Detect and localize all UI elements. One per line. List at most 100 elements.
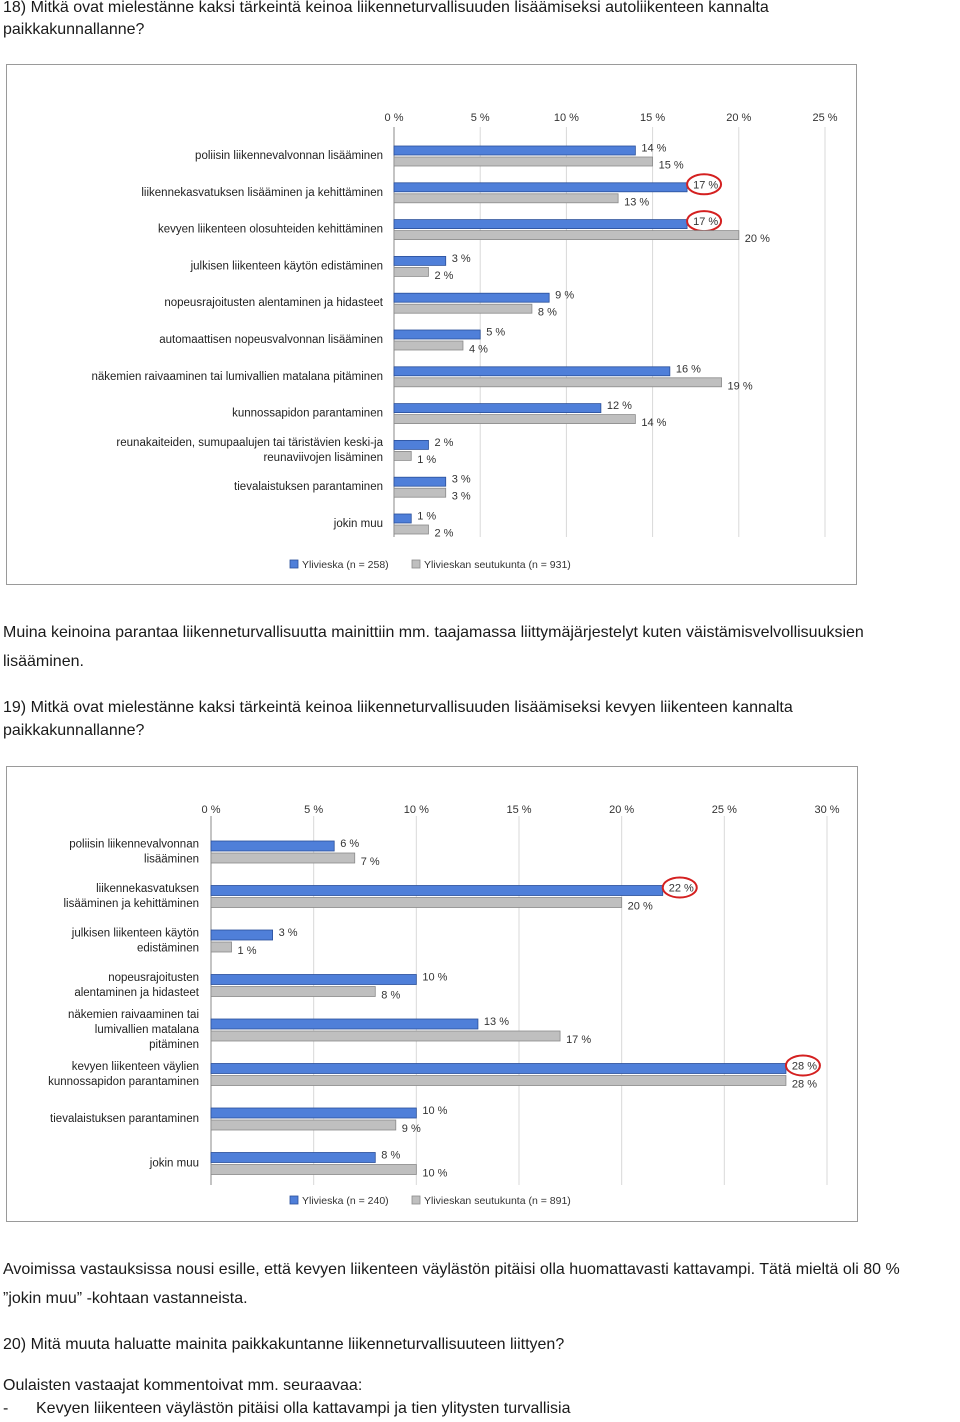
bar xyxy=(393,513,412,524)
bar xyxy=(393,255,447,266)
category-label: näkemien raivaaminen tai xyxy=(68,1009,199,1021)
category-label: kunnossapidon parantaminen xyxy=(48,1076,199,1088)
data-label: 8 % xyxy=(538,307,557,319)
data-label: 3 % xyxy=(279,927,298,939)
category-label: jokin muu xyxy=(333,518,383,530)
data-label: 13 % xyxy=(484,1016,509,1028)
bar xyxy=(393,439,429,450)
category-label: liikennekasvatuksen lisääminen ja kehitt… xyxy=(141,187,383,199)
data-label: 20 % xyxy=(745,233,770,245)
data-label: 19 % xyxy=(728,380,753,392)
q19-note-line2: ”jokin muu” -kohtaan vastanneista. xyxy=(3,1290,248,1307)
tick-label: 15 % xyxy=(640,112,665,124)
bar xyxy=(210,1063,787,1074)
legend-label: Ylivieska (n = 240) xyxy=(302,1195,389,1207)
bar xyxy=(210,1075,787,1086)
data-label: 22 % xyxy=(669,883,694,895)
category-label: edistäminen xyxy=(137,943,199,955)
category-label: jokin muu xyxy=(149,1158,199,1170)
data-label: 7 % xyxy=(361,856,380,868)
bar xyxy=(393,476,447,487)
tick-label: 0 % xyxy=(202,804,221,816)
q18-title-line2: paikkakunnallanne? xyxy=(3,21,145,38)
bar xyxy=(210,1119,397,1131)
data-label: 15 % xyxy=(659,160,684,172)
data-label: 14 % xyxy=(641,417,666,429)
data-label: 16 % xyxy=(676,363,701,375)
bar xyxy=(393,145,636,156)
data-label: 2 % xyxy=(434,270,453,282)
tick-label: 10 % xyxy=(554,112,579,124)
category-label: julkisen liikenteen käytön edistäminen xyxy=(190,260,383,272)
legend-swatch xyxy=(289,559,299,569)
q18-title-line1: 18) Mitkä ovat mielestänne kaksi tärkein… xyxy=(3,0,769,16)
bar xyxy=(393,230,740,241)
data-label: 14 % xyxy=(641,143,666,155)
data-label: 1 % xyxy=(417,511,436,523)
q20-bullet-text: Kevyen liikenteen väylästön pitäisi olla… xyxy=(36,1400,571,1417)
legend-label: Ylivieska (n = 258) xyxy=(302,559,389,571)
category-label: pitäminen xyxy=(149,1039,199,1051)
category-label: kevyen liikenteen väylien xyxy=(72,1061,199,1073)
bar xyxy=(210,1152,376,1163)
data-label: 17 % xyxy=(566,1034,591,1046)
data-label: 28 % xyxy=(792,1061,817,1073)
tick-label: 0 % xyxy=(385,112,404,124)
tick-label: 25 % xyxy=(712,804,737,816)
data-label: 5 % xyxy=(486,327,505,339)
bar xyxy=(393,219,688,230)
bar xyxy=(393,156,654,167)
data-label: 8 % xyxy=(381,990,400,1002)
q20-title: 20) Mitä muuta haluatte mainita paikkaku… xyxy=(3,1336,565,1353)
data-label: 12 % xyxy=(607,400,632,412)
bar xyxy=(393,403,602,414)
bar xyxy=(393,329,481,340)
category-label: lumivallien matalana xyxy=(95,1024,200,1036)
bullet-dash: - xyxy=(3,1400,9,1417)
data-label: 10 % xyxy=(422,1105,447,1117)
category-label: lisääminen ja kehittäminen xyxy=(63,898,199,910)
legend-swatch xyxy=(411,1195,421,1205)
data-label: 9 % xyxy=(402,1123,421,1135)
tick-label: 30 % xyxy=(814,804,839,816)
tick-label: 5 % xyxy=(471,112,490,124)
category-label: julkisen liikenteen käytön xyxy=(71,928,199,940)
category-label: poliisin liikennevalvonnan lisääminen xyxy=(195,150,383,162)
data-label: 3 % xyxy=(452,474,471,486)
q19-title-line1: 19) Mitkä ovat mielestänne kaksi tärkein… xyxy=(3,699,793,716)
bar xyxy=(210,1107,417,1119)
data-label: 10 % xyxy=(422,1168,447,1180)
category-label: poliisin liikennevalvonnan xyxy=(69,839,199,851)
category-label: alentaminen ja hidasteet xyxy=(74,987,199,999)
data-label: 3 % xyxy=(452,491,471,503)
chart-1: 0 % 5 % 10 % 15 % 20 % 25 % poliisin liikennev… xyxy=(92,112,838,571)
legend-label: Ylivieskan seutukunta (n = 891) xyxy=(424,1195,571,1207)
tick-label: 25 % xyxy=(812,112,837,124)
legend-swatch xyxy=(411,559,421,569)
bar xyxy=(210,1030,561,1042)
q19-note-line1: Avoimissa vastauksissa nousi esille, ett… xyxy=(3,1261,900,1278)
bar xyxy=(210,885,664,896)
bar xyxy=(393,340,464,351)
data-label: 1 % xyxy=(417,454,436,466)
data-label: 3 % xyxy=(452,253,471,265)
tick-label: 5 % xyxy=(304,804,323,816)
bar xyxy=(393,303,533,314)
data-label: 20 % xyxy=(628,901,653,913)
legend-swatch xyxy=(289,1195,299,1205)
bar xyxy=(393,193,619,204)
q19-title-line2: paikkakunnallanne? xyxy=(3,722,145,739)
bar xyxy=(210,941,232,953)
category-label: näkemien raivaaminen tai lumivallien mat… xyxy=(92,371,384,383)
category-label: liikennekasvatuksen xyxy=(96,883,199,895)
bar xyxy=(393,377,722,388)
category-label: reunaviivojen lisäminen xyxy=(263,452,383,464)
q20-bullet: - Kevyen liikenteen väylästön pitäisi ol… xyxy=(3,1398,570,1420)
tick-label: 20 % xyxy=(609,804,634,816)
q18-note-line1: Muina keinoina parantaa liikenneturvalli… xyxy=(3,624,864,641)
category-label: lisääminen xyxy=(144,854,199,866)
chart-2-frame: 0 % 5 % 10 % 15 % 20 % 25 % 30 % poliisin liike… xyxy=(6,766,858,1222)
bar xyxy=(210,929,273,941)
bar xyxy=(393,266,429,277)
highlight-ring xyxy=(661,876,698,899)
